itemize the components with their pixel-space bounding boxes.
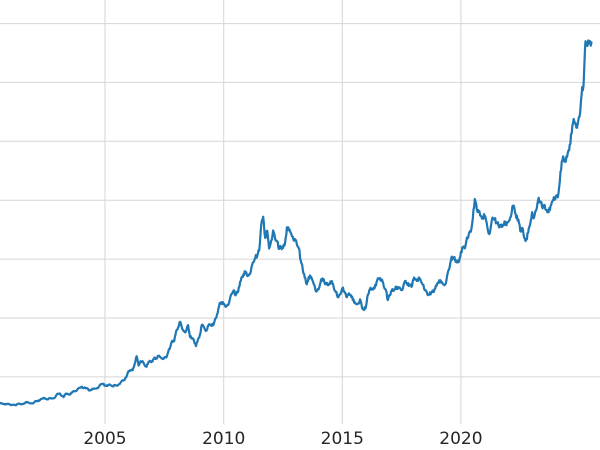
- x-tick-label-2005: 2005: [83, 429, 126, 449]
- x-tick-label-2010: 2010: [202, 429, 245, 449]
- x-tick-label-2020: 2020: [439, 429, 482, 449]
- x-tick-label-2015: 2015: [321, 429, 364, 449]
- price-line: [0, 39, 593, 407]
